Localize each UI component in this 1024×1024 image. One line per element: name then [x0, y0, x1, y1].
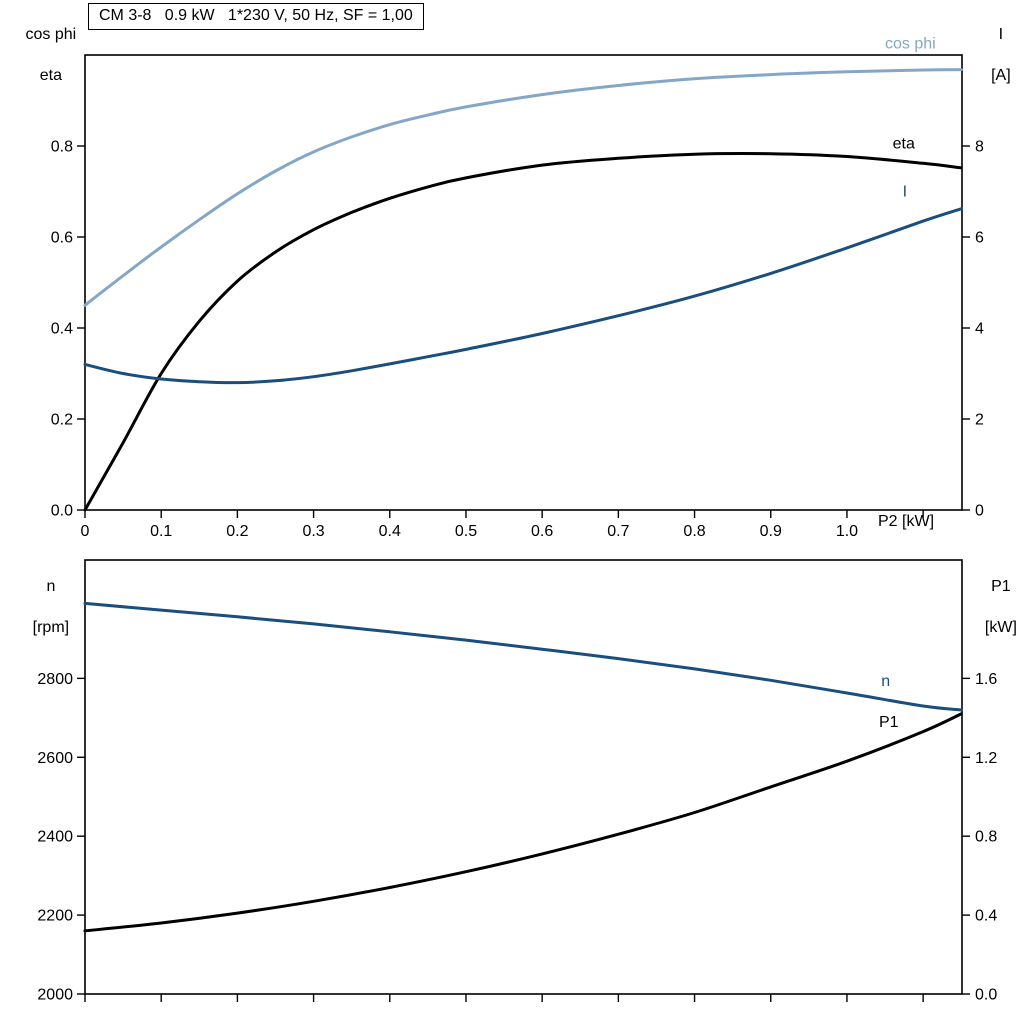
tick-label: 2400	[37, 829, 73, 846]
bottom-left-axis-label: n [rpm]	[2, 556, 82, 660]
tick-label: 0.8	[683, 523, 705, 540]
chart-group: 0.0 0.2 0.4 0.6 0.8 0 2 4 6 8 0 0.1 0.2 0.3 0.4 0.5 0.6 0…	[51, 36, 984, 540]
curve-label-i: I	[903, 184, 907, 201]
tick-label: 0.4	[975, 908, 997, 925]
plot-frame	[84, 559, 963, 995]
p1-axis-label-line2: [kW]	[984, 619, 1017, 637]
rpm-axis-label-line2: [rpm]	[32, 619, 70, 637]
tick-label: 1.0	[836, 523, 858, 540]
rpm-axis-label-line1: n	[46, 577, 56, 595]
curve-eta	[83, 152, 963, 512]
tick-label: 1.2	[975, 750, 997, 767]
bottom-right-axis-label: P1 [kW]	[962, 556, 1022, 660]
curve-cos-phi	[83, 68, 963, 307]
tick-label: 0.7	[607, 523, 629, 540]
curve-n	[83, 601, 963, 712]
tick-label: 0.0	[975, 987, 997, 1004]
curve-i	[83, 207, 963, 385]
tick-label: 0.4	[51, 321, 73, 338]
right-axis-label-line2: [A]	[991, 67, 1011, 85]
tick-label: 0.0	[51, 503, 73, 520]
right-axis-label-line1: I	[998, 25, 1004, 43]
p1-axis-label-line1: P1	[991, 577, 1011, 595]
tick-label: 2800	[37, 671, 73, 688]
left-axis-label-line1: cos phi	[25, 25, 77, 43]
tick-label: 1.6	[975, 671, 997, 688]
tick-label: 0	[81, 523, 90, 540]
tick-label: 0.1	[150, 523, 172, 540]
tick-label: 6	[975, 230, 984, 247]
tick-label: 0.2	[226, 523, 248, 540]
chart-title: CM 3-8 0.9 kW 1*230 V, 50 Hz, SF = 1,00	[88, 3, 424, 30]
tick-label: 2000	[37, 987, 73, 1004]
tick-label: 0.4	[379, 523, 401, 540]
plot-frame	[84, 54, 963, 511]
tick-label: 0.2	[51, 412, 73, 429]
tick-label: 4	[975, 321, 984, 338]
tick-label: 2600	[37, 750, 73, 767]
left-axis-label-line2: eta	[39, 67, 63, 85]
tick-label: 0.5	[455, 523, 477, 540]
tick-label: 0.6	[51, 230, 73, 247]
top-right-axis-label: I [A]	[962, 4, 1022, 108]
chart-group: 2000 2200 2400 2600 2800 0.0 0.4 0.8 1.2 1.6 n P1	[37, 559, 997, 1004]
top-left-axis-label: cos phi eta	[2, 4, 82, 108]
tick-label: 0.9	[760, 523, 782, 540]
tick-label: 2	[975, 412, 984, 429]
curve-label-p1: P1	[879, 714, 899, 731]
tick-label: 2200	[37, 908, 73, 925]
x-axis-label: P2 [kW]	[878, 513, 935, 530]
tick-label: 0.6	[531, 523, 553, 540]
tick-label: 0.8	[51, 139, 73, 156]
tick-label: 0.3	[302, 523, 324, 540]
curve-label-cos-phi: cos phi	[885, 36, 936, 53]
curve-p1	[83, 712, 963, 933]
tick-label: 8	[975, 139, 984, 156]
tick-label: 0.8	[975, 829, 997, 846]
curve-label-n: n	[881, 673, 890, 690]
tick-label: 0	[975, 503, 984, 520]
curve-label-eta: eta	[893, 136, 915, 153]
